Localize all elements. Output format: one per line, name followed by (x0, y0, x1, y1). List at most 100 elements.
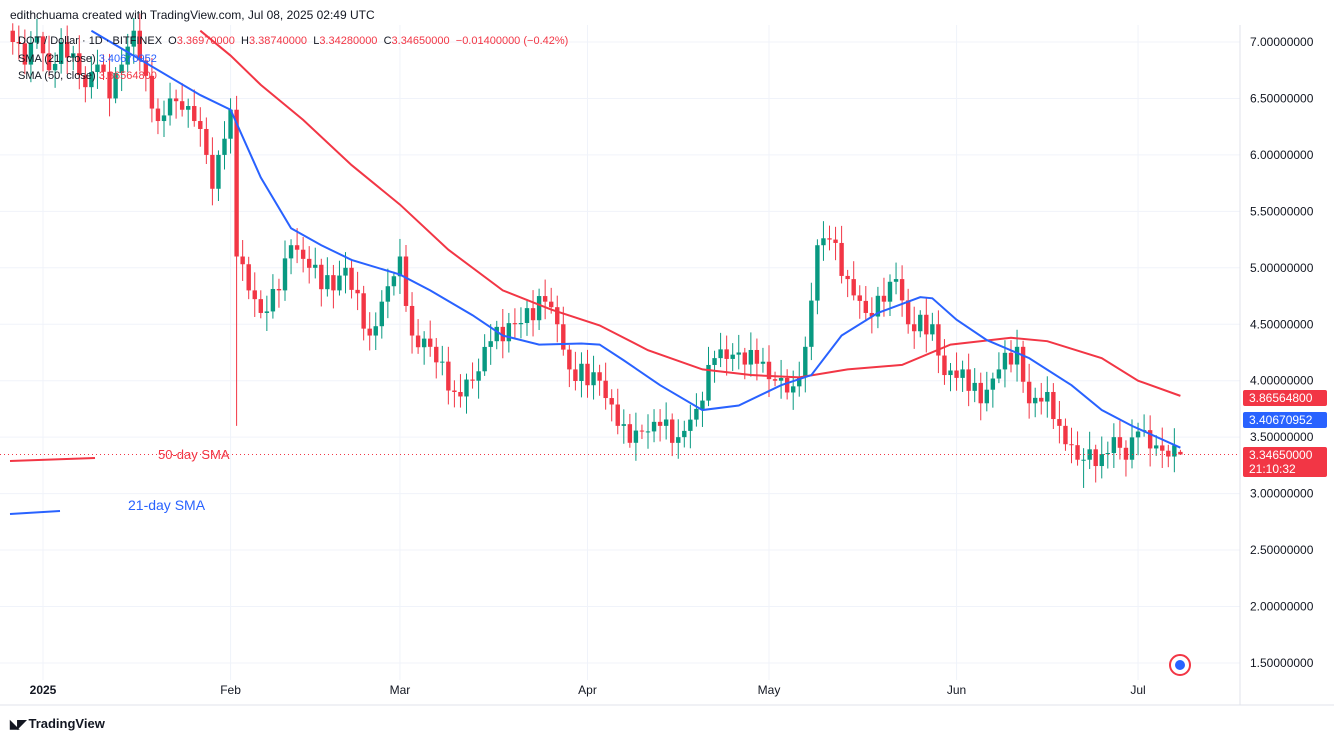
y-tick-label: 4.00000000 (1250, 374, 1314, 388)
candle-body (1093, 449, 1098, 467)
candle-body (428, 338, 433, 347)
candle-body (349, 267, 354, 290)
candle-body (228, 109, 233, 139)
candle-body (676, 437, 681, 443)
candle-body (506, 323, 512, 342)
y-tick-label: 6.50000000 (1250, 91, 1314, 105)
candle-body (682, 430, 687, 438)
candle-body (258, 299, 263, 313)
candle-body (1129, 437, 1135, 460)
candle-body (996, 369, 1002, 379)
candle-body (77, 53, 82, 76)
y-tick-label: 3.00000000 (1250, 487, 1314, 501)
candle-body (137, 30, 142, 61)
candle-body (851, 279, 856, 296)
candle-body (718, 349, 723, 359)
candle-body (464, 379, 469, 397)
candle-body (89, 71, 94, 88)
candle-body (585, 363, 590, 386)
candle-body (524, 308, 530, 324)
candle-body (1135, 431, 1141, 438)
candle-body (222, 138, 227, 155)
sma21-legend[interactable]: SMA (21, close) 3.40670952 (18, 53, 157, 65)
candle-body (603, 380, 608, 399)
y-tick-label: 7.00000000 (1250, 35, 1314, 49)
candle-body (827, 238, 832, 240)
candle-body (494, 326, 499, 342)
y-tick-label: 2.50000000 (1250, 543, 1314, 557)
candle-body (803, 346, 808, 377)
candle-body (754, 349, 760, 364)
candle-body (155, 108, 161, 122)
candle-body (1117, 437, 1123, 448)
candle-body (990, 378, 996, 390)
candle-body (875, 295, 881, 317)
candle-body (22, 43, 28, 65)
candle-body (1002, 352, 1008, 370)
candle-body (1026, 381, 1032, 404)
candle-body (536, 296, 542, 321)
candle-body (821, 238, 826, 246)
sma50-line (199, 29, 1181, 397)
candle-body (1014, 346, 1020, 365)
candle-body (960, 369, 965, 378)
candle-body (1154, 445, 1159, 449)
candle-body (579, 363, 584, 381)
symbol-name[interactable]: DOT / Dollar · 1D · BITFINEX (18, 35, 163, 47)
candle-body (694, 408, 699, 420)
candle-body (288, 245, 294, 259)
sma21-line (90, 29, 1181, 449)
candle-body (555, 307, 560, 325)
candle-body (234, 109, 239, 257)
low-value: 3.34280000 (319, 35, 378, 47)
high-value: 3.38740000 (248, 35, 308, 47)
candle-body (772, 379, 778, 381)
candle-body (476, 371, 481, 381)
candle-body (924, 314, 929, 335)
candle-body (1105, 453, 1110, 455)
x-tick-label: Feb (220, 683, 241, 697)
sma50-legend[interactable]: SMA (50, close) 3.86564800 (18, 70, 157, 82)
candle-body (452, 390, 457, 392)
bar-countdown: 21:10:32 (1249, 462, 1296, 476)
candle-body (71, 53, 76, 58)
candle-body (204, 128, 209, 155)
candle-body (954, 370, 959, 378)
candle-body (657, 421, 663, 426)
y-tick-label: 5.50000000 (1250, 204, 1314, 218)
candle-body (119, 64, 124, 74)
candle-body (712, 358, 717, 365)
candle-body (331, 275, 336, 291)
candle-body (530, 308, 536, 321)
candle-body (385, 286, 391, 302)
candle-body (10, 30, 15, 42)
y-tick-label: 5.00000000 (1250, 261, 1314, 275)
candle-body (627, 424, 633, 443)
candle-body (893, 279, 899, 282)
candle-body (591, 372, 596, 386)
candle-body (561, 324, 566, 350)
candle-body (143, 60, 149, 76)
candle-body (633, 430, 639, 443)
candle-body (518, 323, 524, 325)
candle-body (446, 361, 451, 391)
candle-body (179, 101, 185, 110)
sma21-annotation: 21-day SMA (128, 497, 206, 513)
candle-body (766, 361, 772, 380)
candle-body (415, 335, 421, 348)
candle-body (307, 258, 312, 268)
candle-body (313, 264, 318, 268)
candle-body (978, 382, 983, 404)
y-tick-label: 3.50000000 (1250, 430, 1314, 444)
candle-body (905, 300, 911, 325)
candle-body (730, 354, 735, 359)
symbol-legend: DOT / Dollar · 1D · BITFINEX O3.36970000… (18, 35, 569, 47)
candle-body (161, 115, 167, 122)
sma21-price-tag: 3.40670952 (1243, 412, 1327, 428)
candle-body (1008, 352, 1014, 365)
candle-body (246, 264, 251, 291)
candle-body (700, 400, 705, 409)
tradingview-footer: ◣◤ TradingView (10, 716, 105, 731)
candle-body (482, 346, 487, 372)
